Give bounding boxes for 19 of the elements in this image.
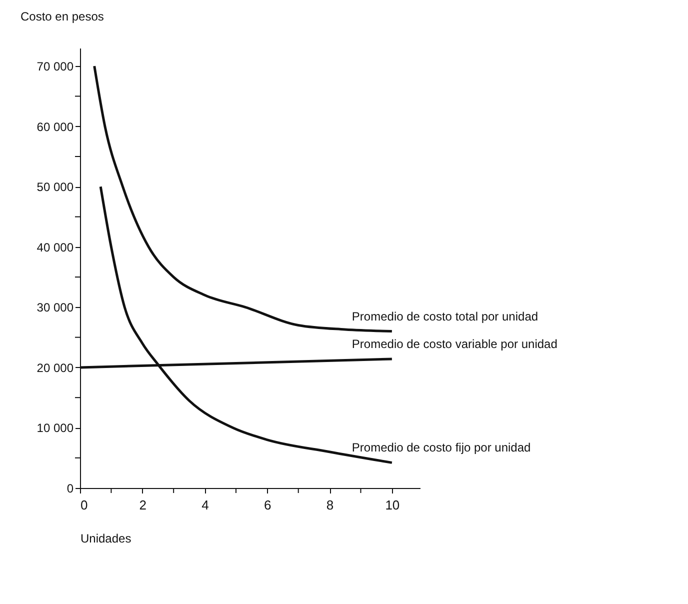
y-tick-label: 0 — [66, 482, 74, 496]
x-axis-title: Unidades — [80, 532, 132, 546]
y-tick-label: 50 000 — [36, 180, 74, 194]
y-axis-title: Costo en pesos — [20, 10, 104, 24]
x-tick-label: 6 — [264, 498, 272, 512]
x-tick-label: 10 — [385, 498, 400, 512]
x-tick-label: 2 — [139, 498, 147, 512]
y-tick-label: 60 000 — [36, 120, 74, 134]
y-tick-label: 20 000 — [36, 360, 74, 375]
x-tick-label: 4 — [202, 498, 209, 512]
y-tick-label: 40 000 — [36, 240, 74, 254]
x-tick-label: 8 — [326, 498, 334, 512]
x-tick-label: 0 — [80, 498, 88, 512]
y-tick-label: 10 000 — [36, 421, 74, 436]
y-tick-label: 30 000 — [36, 300, 74, 315]
series-label: Promedio de costo fijo por unidad — [352, 440, 531, 455]
series-label: Promedio de costo variable por unidad — [352, 337, 558, 352]
series-label: Promedio de costo total por unidad — [352, 309, 538, 324]
y-tick-label: 70 000 — [36, 60, 74, 74]
